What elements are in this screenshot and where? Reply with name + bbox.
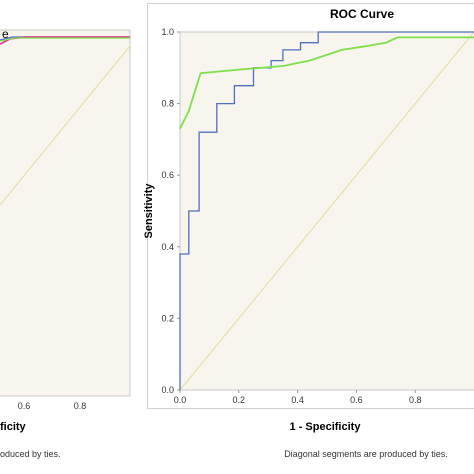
y-tick-label-2: 0.4 xyxy=(161,242,174,252)
y-axis-label: Sensitivity xyxy=(143,183,155,239)
y-tick-label-3: 0.6 xyxy=(161,170,174,180)
y-tick-label-0: 0.0 xyxy=(161,385,174,395)
x-tick-label-0: 0.0 xyxy=(174,395,187,405)
footnote: Diagonal segments are produced by ties. xyxy=(284,449,448,459)
y-tick-label-5: 1.0 xyxy=(161,27,174,37)
x-tick-label-3: 0.6 xyxy=(350,395,363,405)
series-group xyxy=(179,31,474,391)
left-panel: e 0.6 0.8 ficity oduced by ties. xyxy=(0,27,131,459)
y-tick-label-1: 0.2 xyxy=(161,313,174,323)
left-plot-area xyxy=(0,30,130,396)
y-tick-group: 0.0 0.2 0.4 0.6 0.8 1.0 xyxy=(161,27,180,395)
y-tick-label-4: 0.8 xyxy=(161,99,174,109)
left-x-axis-label-fragment: ficity xyxy=(0,421,27,433)
x-tick-label-1: 0.2 xyxy=(233,395,246,405)
left-x-tick-0.8: 0.8 xyxy=(74,401,87,411)
x-tick-label-4: 0.8 xyxy=(409,395,422,405)
left-green-series-line xyxy=(0,37,130,42)
chart-title: ROC Curve xyxy=(330,7,394,21)
x-tick-label-2: 0.4 xyxy=(291,395,304,405)
left-footnote-fragment: oduced by ties. xyxy=(0,449,61,459)
blue-series-line xyxy=(179,31,474,390)
right-figure-frame xyxy=(147,3,474,409)
right-panel: 0.0 0.2 0.4 0.6 0.8 1.0 0.0 0.2 0.4 0.6 0.8 ROC C… xyxy=(143,3,474,459)
x-axis-label: 1 - Specificity xyxy=(290,421,362,433)
green-series-line xyxy=(179,36,474,130)
left-x-tick-0.6: 0.6 xyxy=(18,401,31,411)
left-diagonal-line xyxy=(0,45,131,206)
left-title-fragment: e xyxy=(2,27,9,41)
diagonal-reference-line xyxy=(179,31,474,391)
x-tick-group: 0.0 0.2 0.4 0.6 0.8 xyxy=(174,390,422,405)
